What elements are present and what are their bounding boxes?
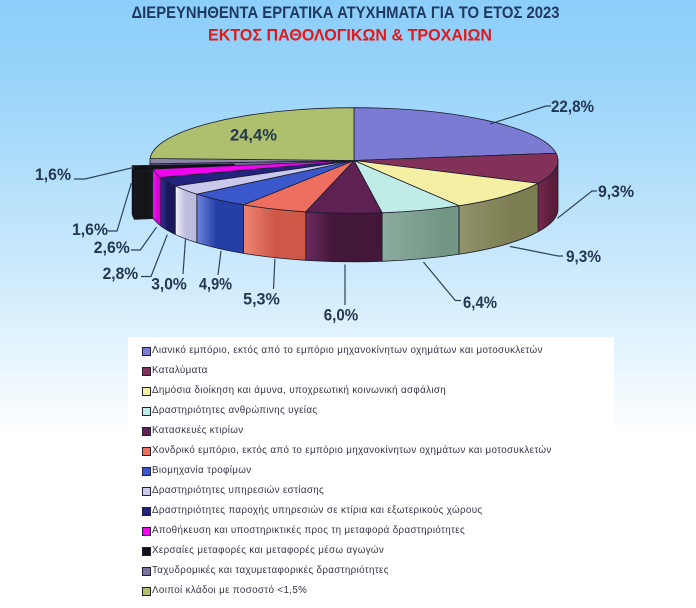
svg-text:4,9%: 4,9% <box>199 275 232 294</box>
svg-text:5,3%: 5,3% <box>243 290 280 309</box>
svg-text:ΕΚΤΟΣ ΠΑΘΟΛΟΓΙΚΩΝ & ΤΡΟΧΑΙΩΝ: ΕΚΤΟΣ ΠΑΘΟΛΟΓΙΚΩΝ & ΤΡΟΧΑΙΩΝ <box>208 27 492 45</box>
svg-text:1,6%: 1,6% <box>35 165 71 184</box>
svg-text:24,4%: 24,4% <box>230 126 277 145</box>
svg-text:1,6%: 1,6% <box>72 220 108 239</box>
svg-text:3,0%: 3,0% <box>151 275 187 294</box>
svg-text:6,0%: 6,0% <box>324 306 359 325</box>
svg-text:22,8%: 22,8% <box>551 97 594 116</box>
svg-text:9,3%: 9,3% <box>598 182 634 201</box>
svg-text:2,8%: 2,8% <box>103 264 139 283</box>
svg-text:2,6%: 2,6% <box>94 238 130 257</box>
svg-text:ΔΙΕΡΕΥΝΗΘΕΝΤΑ ΕΡΓΑΤΙΚΑ ΑΤΥΧΗΜΑ: ΔΙΕΡΕΥΝΗΘΕΝΤΑ ΕΡΓΑΤΙΚΑ ΑΤΥΧΗΜΑΤΑ ΓΙΑ ΤΟ … <box>132 4 560 22</box>
svg-text:6,4%: 6,4% <box>463 293 497 312</box>
svg-text:9,3%: 9,3% <box>566 247 601 266</box>
